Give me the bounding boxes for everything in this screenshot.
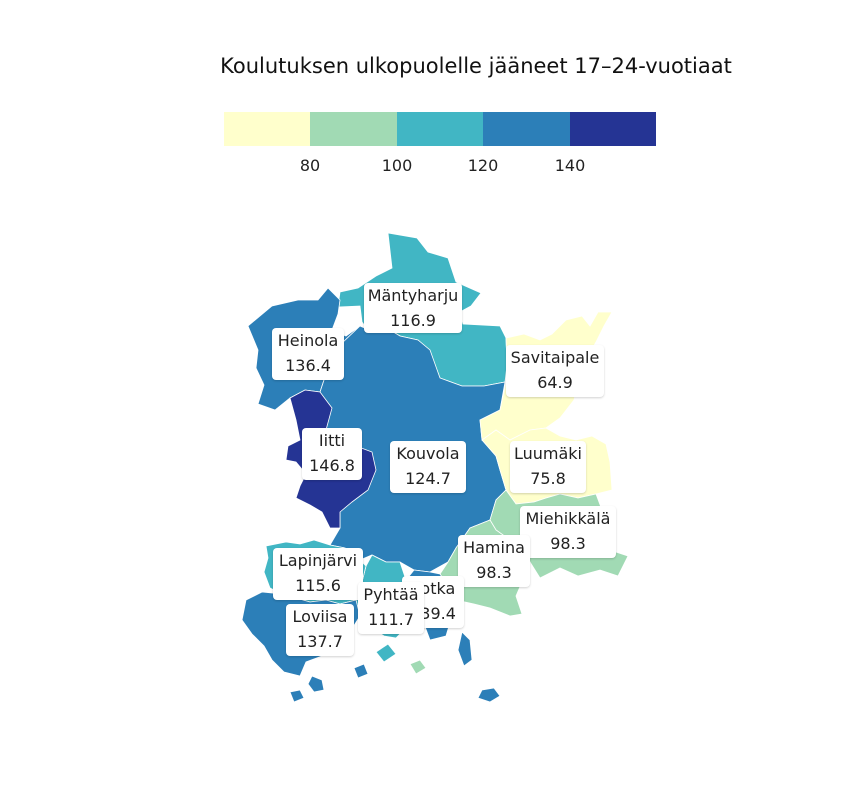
region-name: Hamina: [463, 538, 525, 557]
color-legend: 80 100 120 140: [224, 112, 656, 175]
region-name: Heinola: [277, 331, 339, 350]
region-name: Luumäki: [513, 444, 582, 463]
region-value: 98.3: [476, 563, 512, 582]
label-heinola: Heinola 136.4: [272, 328, 344, 380]
region-loviisa-island-3: [353, 663, 369, 679]
label-kouvola: Kouvola 124.7: [390, 441, 466, 493]
label-mantyharju: Mäntyharju 116.9: [364, 283, 462, 333]
region-name: Mäntyharju: [367, 286, 459, 305]
region-coastal-island: [409, 659, 427, 675]
legend-tick-100: 100: [382, 156, 413, 175]
region-value: 116.9: [390, 311, 436, 330]
region-name: Kouvola: [396, 444, 460, 463]
region-value: 136.4: [285, 356, 331, 375]
label-miehikkala: Miehikkälä 98.3: [520, 506, 616, 558]
region-name: Loviisa: [292, 607, 348, 626]
label-lapinjarvi: Lapinjärvi 115.6: [273, 548, 363, 600]
label-hamina: Hamina 98.3: [458, 535, 530, 587]
legend-bin-2: [310, 112, 397, 146]
legend-bin-3: [397, 112, 483, 146]
region-name: Iitti: [318, 431, 346, 450]
region-value: 124.7: [405, 469, 451, 488]
region-kotka-island-2: [477, 687, 501, 703]
label-loviisa: Loviisa 137.7: [286, 604, 354, 656]
region-name: Lapinjärvi: [278, 551, 358, 570]
region-value: 115.6: [295, 576, 341, 595]
map-title: Koulutuksen ulkopuolelle jääneet 17–24-v…: [220, 54, 732, 78]
region-value: 146.8: [309, 456, 355, 475]
region-value: 111.7: [368, 610, 414, 629]
region-value: 98.3: [550, 534, 586, 553]
region-value: 64.9: [537, 373, 573, 392]
legend-tick-120: 120: [468, 156, 499, 175]
legend-bin-4: [483, 112, 570, 146]
region-value: 75.8: [530, 469, 566, 488]
region-value: 137.7: [297, 632, 343, 651]
region-loviisa-island-1: [307, 675, 325, 693]
region-pyhtaa-island: [375, 643, 397, 663]
legend-tick-140: 140: [555, 156, 586, 175]
region-name: Savitaipale: [510, 348, 600, 367]
label-luumaki: Luumäki 75.8: [510, 441, 586, 493]
region-kotka-island-1: [457, 631, 473, 667]
region-name: Miehikkälä: [525, 509, 611, 528]
label-pyhtaa: Pyhtää 111.7: [358, 582, 424, 634]
region-name: Pyhtää: [363, 585, 419, 604]
label-iitti: Iitti 146.8: [302, 428, 362, 480]
legend-tick-80: 80: [300, 156, 320, 175]
legend-bin-1: [224, 112, 310, 146]
label-savitaipale: Savitaipale 64.9: [506, 345, 604, 397]
legend-bin-5: [570, 112, 656, 146]
region-loviisa-island-2: [289, 689, 305, 703]
